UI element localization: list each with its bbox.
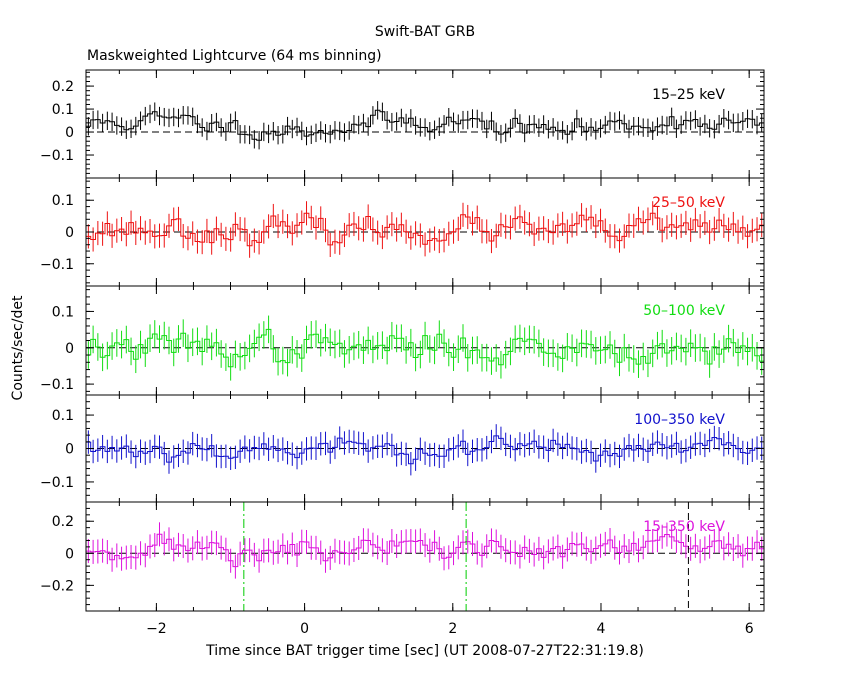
series-line (86, 328, 764, 368)
y-tick-label: 0.2 (52, 514, 74, 530)
band-label: 15–350 keV (643, 519, 725, 535)
series-line (86, 533, 764, 568)
y-tick-label: −0.1 (40, 377, 74, 393)
y-tick-label: −0.1 (40, 475, 74, 491)
band-label: 100–350 keV (634, 412, 725, 428)
y-tick-label: 0.1 (52, 193, 74, 209)
y-axis-label: Counts/sec/det (10, 295, 26, 400)
series-line (86, 109, 764, 141)
x-axis-label: Time since BAT trigger time [sec] (UT 20… (205, 643, 644, 659)
y-tick-label: 0.2 (52, 79, 74, 95)
y-tick-label: −0.2 (40, 578, 74, 594)
series-line (86, 435, 764, 465)
y-tick-label: 0 (65, 442, 74, 458)
y-tick-label: 0 (65, 546, 74, 562)
y-tick-label: 0 (65, 341, 74, 357)
series-line (86, 212, 764, 247)
band-label: 50–100 keV (643, 303, 725, 319)
y-tick-label: 0.1 (52, 304, 74, 320)
x-tick-label: −2 (146, 621, 167, 637)
x-tick-label: 0 (300, 621, 309, 637)
y-tick-label: −0.1 (40, 148, 74, 164)
panel-5: −0.2 0 0.2 15–350 keV (40, 501, 765, 612)
panel-frame (85, 501, 765, 612)
y-tick-label: 0.1 (52, 102, 74, 118)
y-tick-label: 0.1 (52, 408, 74, 424)
panels-group: −0.1 0 0.1 0.2 15–25 keV −0.1 0 0.1 25–50 keV −0.… (40, 69, 765, 637)
y-tick-label: −0.1 (40, 257, 74, 273)
band-label: 25–50 keV (652, 195, 725, 211)
band-label: 15–25 keV (652, 87, 725, 103)
x-tick-label: 4 (597, 621, 606, 637)
chart-title: Swift-BAT GRB (375, 24, 475, 40)
chart-subtitle: Maskweighted Lightcurve (64 ms binning) (87, 48, 382, 64)
y-tick-label: 0 (65, 125, 74, 141)
x-tick-label: 6 (745, 621, 754, 637)
panel-3: −0.1 0 0.1 50–100 keV (40, 285, 765, 396)
panel-4: −0.1 0 0.1 100–350 keV (40, 394, 765, 503)
panel-1: −0.1 0 0.1 0.2 15–25 keV (40, 69, 765, 179)
y-tick-label: 0 (65, 225, 74, 241)
x-tick-label: 2 (448, 621, 457, 637)
